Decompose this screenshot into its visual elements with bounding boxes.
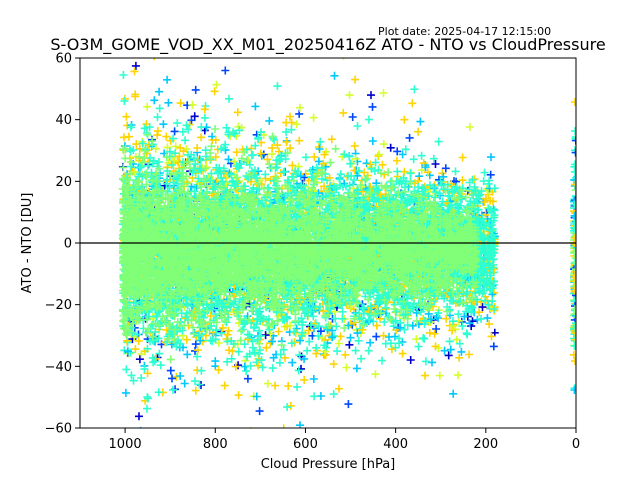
data-point <box>408 321 417 330</box>
data-point <box>334 339 343 348</box>
data-point <box>279 424 288 428</box>
data-point <box>224 155 233 164</box>
data-point <box>180 379 189 388</box>
data-point <box>408 99 417 108</box>
data-point <box>351 75 360 84</box>
data-point <box>191 85 200 94</box>
data-point <box>335 384 343 393</box>
chart-title: S-O3M_GOME_VOD_XX_M01_20250416Z ATO - NT… <box>50 35 605 55</box>
data-point <box>295 136 304 145</box>
data-point <box>421 357 430 366</box>
data-point <box>400 115 409 124</box>
data-point <box>486 170 495 179</box>
data-point <box>362 159 371 168</box>
data-point <box>135 412 143 421</box>
data-point <box>345 340 354 349</box>
data-point <box>286 112 294 121</box>
data-point <box>378 160 387 169</box>
data-point <box>416 117 425 126</box>
data-point <box>221 66 230 75</box>
data-point <box>441 164 450 173</box>
data-point <box>425 328 434 337</box>
data-point <box>263 379 272 388</box>
data-point <box>316 392 325 400</box>
data-point <box>122 112 131 121</box>
data-point <box>234 391 243 400</box>
data-point <box>372 332 381 341</box>
data-point <box>489 342 498 351</box>
data-point <box>164 98 173 107</box>
data-point <box>266 329 275 338</box>
data-point <box>372 321 381 330</box>
plot-date-annotation: Plot date: 2025-04-17 12:15:00 <box>378 25 551 38</box>
data-point <box>155 87 164 96</box>
data-point <box>300 173 309 182</box>
data-point <box>305 322 314 331</box>
data-point <box>252 392 261 401</box>
data-point <box>150 96 159 105</box>
data-point <box>183 350 192 359</box>
data-point <box>275 147 283 156</box>
data-point <box>220 381 229 390</box>
data-point <box>330 71 339 80</box>
data-point <box>344 400 353 409</box>
data-point <box>393 147 402 156</box>
data-point <box>431 342 440 351</box>
data-point <box>478 303 487 312</box>
data-point <box>454 371 463 380</box>
data-point <box>330 307 339 316</box>
data-point <box>406 356 415 364</box>
data-point <box>284 382 293 390</box>
data-point <box>134 336 143 345</box>
data-point <box>170 127 179 136</box>
data-point <box>255 407 264 416</box>
data-point <box>367 91 375 100</box>
data-point <box>449 389 458 398</box>
data-point <box>435 175 443 184</box>
data-point <box>432 325 441 333</box>
data-point <box>428 358 436 367</box>
data-points <box>118 58 576 428</box>
data-point <box>135 355 144 364</box>
data-point <box>386 143 395 152</box>
data-point <box>292 120 301 129</box>
data-point <box>163 75 172 84</box>
data-point <box>414 127 423 136</box>
data-point <box>345 91 354 100</box>
data-point <box>190 112 199 121</box>
data-point <box>415 172 424 181</box>
data-point <box>281 353 289 362</box>
data-point <box>444 351 453 360</box>
data-point <box>233 108 242 117</box>
data-point <box>368 102 377 111</box>
data-point <box>301 169 310 178</box>
data-point <box>274 327 283 336</box>
data-point <box>309 113 318 122</box>
data-point <box>379 89 388 97</box>
data-point <box>348 113 357 121</box>
data-point <box>342 363 351 372</box>
data-point <box>405 133 414 142</box>
data-point <box>121 388 130 397</box>
data-point <box>440 346 449 355</box>
data-point <box>168 374 176 383</box>
data-point <box>431 160 440 168</box>
data-point <box>314 157 323 166</box>
data-point <box>153 58 156 61</box>
data-point <box>191 340 200 349</box>
data-point <box>166 366 175 375</box>
data-point <box>465 350 474 359</box>
data-point <box>457 347 466 356</box>
data-point <box>485 320 494 329</box>
data-point <box>398 349 407 358</box>
data-point <box>350 141 359 150</box>
data-point <box>243 374 252 383</box>
data-point <box>232 148 241 157</box>
data-point <box>295 103 304 112</box>
data-point <box>131 61 140 70</box>
data-point <box>316 327 325 336</box>
data-point <box>435 371 444 380</box>
